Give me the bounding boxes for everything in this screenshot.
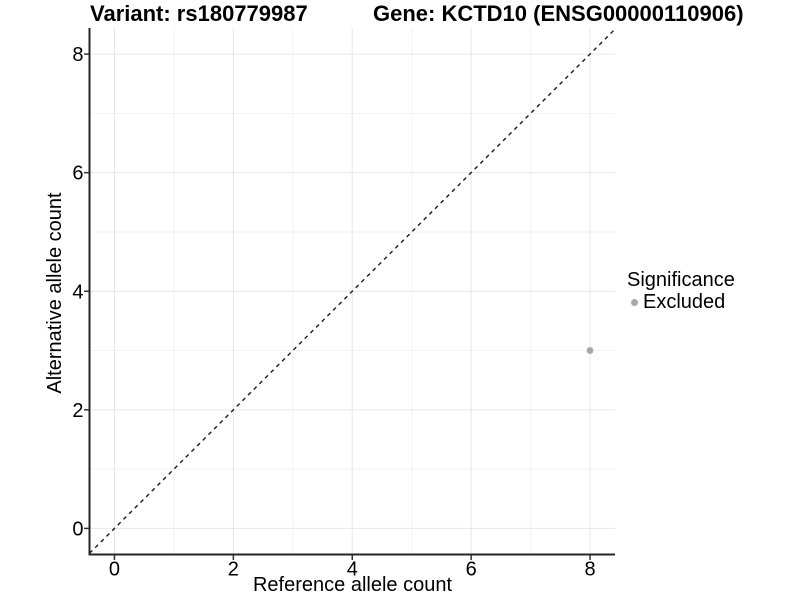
legend-item-label: Excluded — [643, 291, 726, 313]
y-axis-title: Alternative allele count — [44, 192, 66, 394]
x-tick-label: 2 — [228, 559, 239, 581]
y-tick-label: 0 — [72, 518, 83, 540]
y-tick-label: 6 — [72, 163, 83, 185]
legend-item-excluded: Excluded — [627, 291, 735, 313]
identity-line — [89, 28, 616, 554]
legend: Significance Excluded — [627, 269, 735, 313]
legend-point-icon — [631, 298, 638, 306]
y-tick-label: 4 — [72, 281, 83, 303]
x-tick-label: 8 — [584, 559, 595, 581]
legend-title: Significance — [627, 269, 735, 291]
y-tick-label: 2 — [72, 400, 83, 422]
x-tick-label: 4 — [347, 559, 358, 581]
x-tick-label: 0 — [109, 559, 120, 581]
data-point — [586, 347, 594, 354]
y-tick-label: 8 — [72, 44, 83, 66]
plot-title-variant: Variant: rs180779987 — [90, 1, 308, 26]
plot-title-gene: Gene: KCTD10 (ENSG00000110906) — [373, 1, 744, 26]
x-axis-title: Reference allele count — [252, 574, 452, 596]
x-tick-label: 6 — [466, 559, 477, 581]
